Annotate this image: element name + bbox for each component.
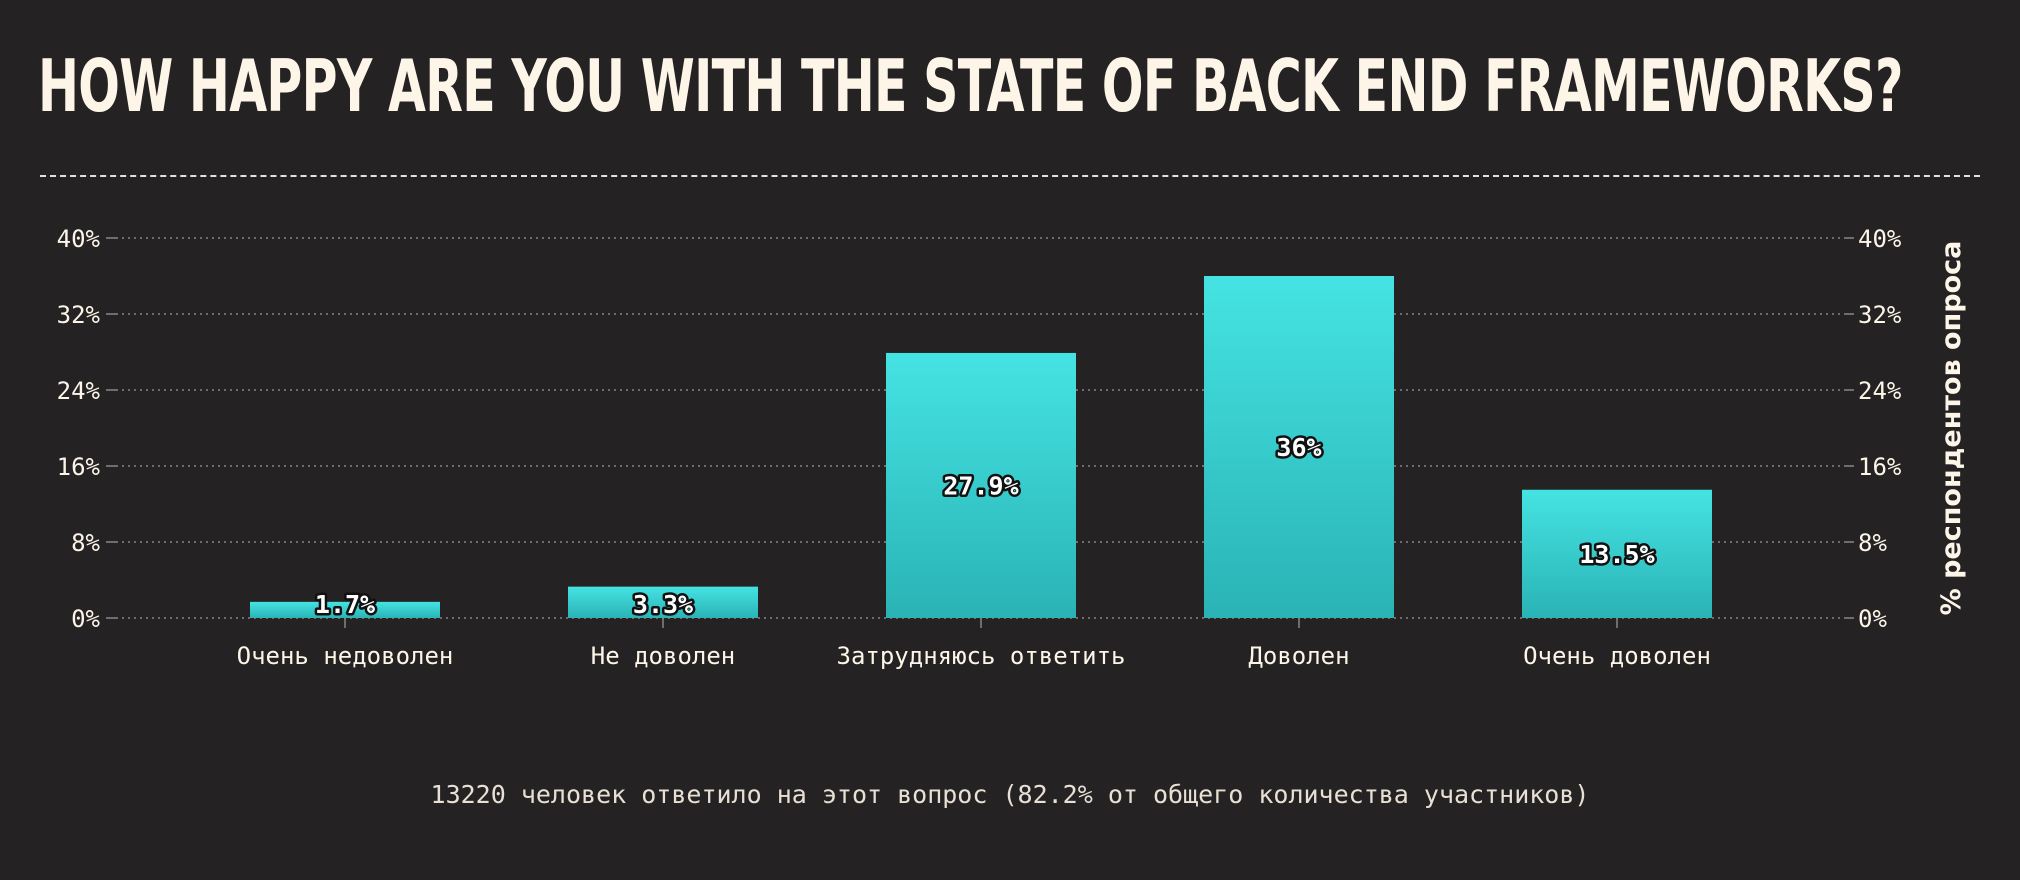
respondents-footnote: 13220 человек ответило на этот вопрос (8… bbox=[430, 780, 1590, 809]
y-tick-label-left: 0% bbox=[71, 605, 100, 633]
axes: 0% 0% 8% 8% 16% 16% 24% 24% 32% 32% 40% 40% Очень не… bbox=[57, 225, 1967, 670]
y-axis-title: % респондентов опроса bbox=[1936, 241, 1967, 616]
x-tick-label: Затрудняюсь ответить bbox=[837, 642, 1126, 670]
bar-value-label: 1.7% bbox=[315, 590, 375, 619]
y-tick-label-left: 16% bbox=[57, 453, 101, 481]
chart-title: HOW HAPPY ARE YOU WITH THE STATE OF BACK… bbox=[38, 44, 1903, 128]
bar-value-label: 36% bbox=[1276, 433, 1321, 462]
y-tick-label-right: 0% bbox=[1858, 605, 1887, 633]
bar bbox=[1204, 276, 1394, 618]
bar bbox=[886, 352, 1076, 618]
y-tick-label-right: 8% bbox=[1858, 529, 1887, 557]
y-tick-label-left: 40% bbox=[57, 225, 101, 253]
x-tick-label: Доволен bbox=[1248, 642, 1349, 670]
y-tick-label-left: 32% bbox=[57, 301, 101, 329]
x-tick-label: Очень доволен bbox=[1523, 642, 1711, 670]
y-tick-label-right: 16% bbox=[1858, 453, 1902, 481]
x-tick-label: Очень недоволен bbox=[237, 642, 454, 670]
bar-value-label: 27.9% bbox=[943, 471, 1018, 500]
bars bbox=[250, 276, 1712, 618]
bar bbox=[1522, 489, 1712, 618]
y-tick-label-right: 32% bbox=[1858, 301, 1902, 329]
y-tick-label-right: 24% bbox=[1858, 377, 1902, 405]
bar bbox=[568, 586, 758, 618]
y-tick-label-left: 8% bbox=[71, 529, 100, 557]
bar-value-label: 3.3% bbox=[633, 590, 693, 619]
x-tick-label: Не доволен bbox=[591, 642, 736, 670]
title-divider bbox=[40, 175, 1980, 177]
y-tick-label-left: 24% bbox=[57, 377, 101, 405]
bar-value-label: 13.5% bbox=[1579, 540, 1654, 569]
data-labels: 1.7% 3.3% 27.9% 36% 13.5% bbox=[312, 431, 1657, 622]
y-tick-label-right: 40% bbox=[1858, 225, 1902, 253]
bar bbox=[250, 601, 440, 618]
